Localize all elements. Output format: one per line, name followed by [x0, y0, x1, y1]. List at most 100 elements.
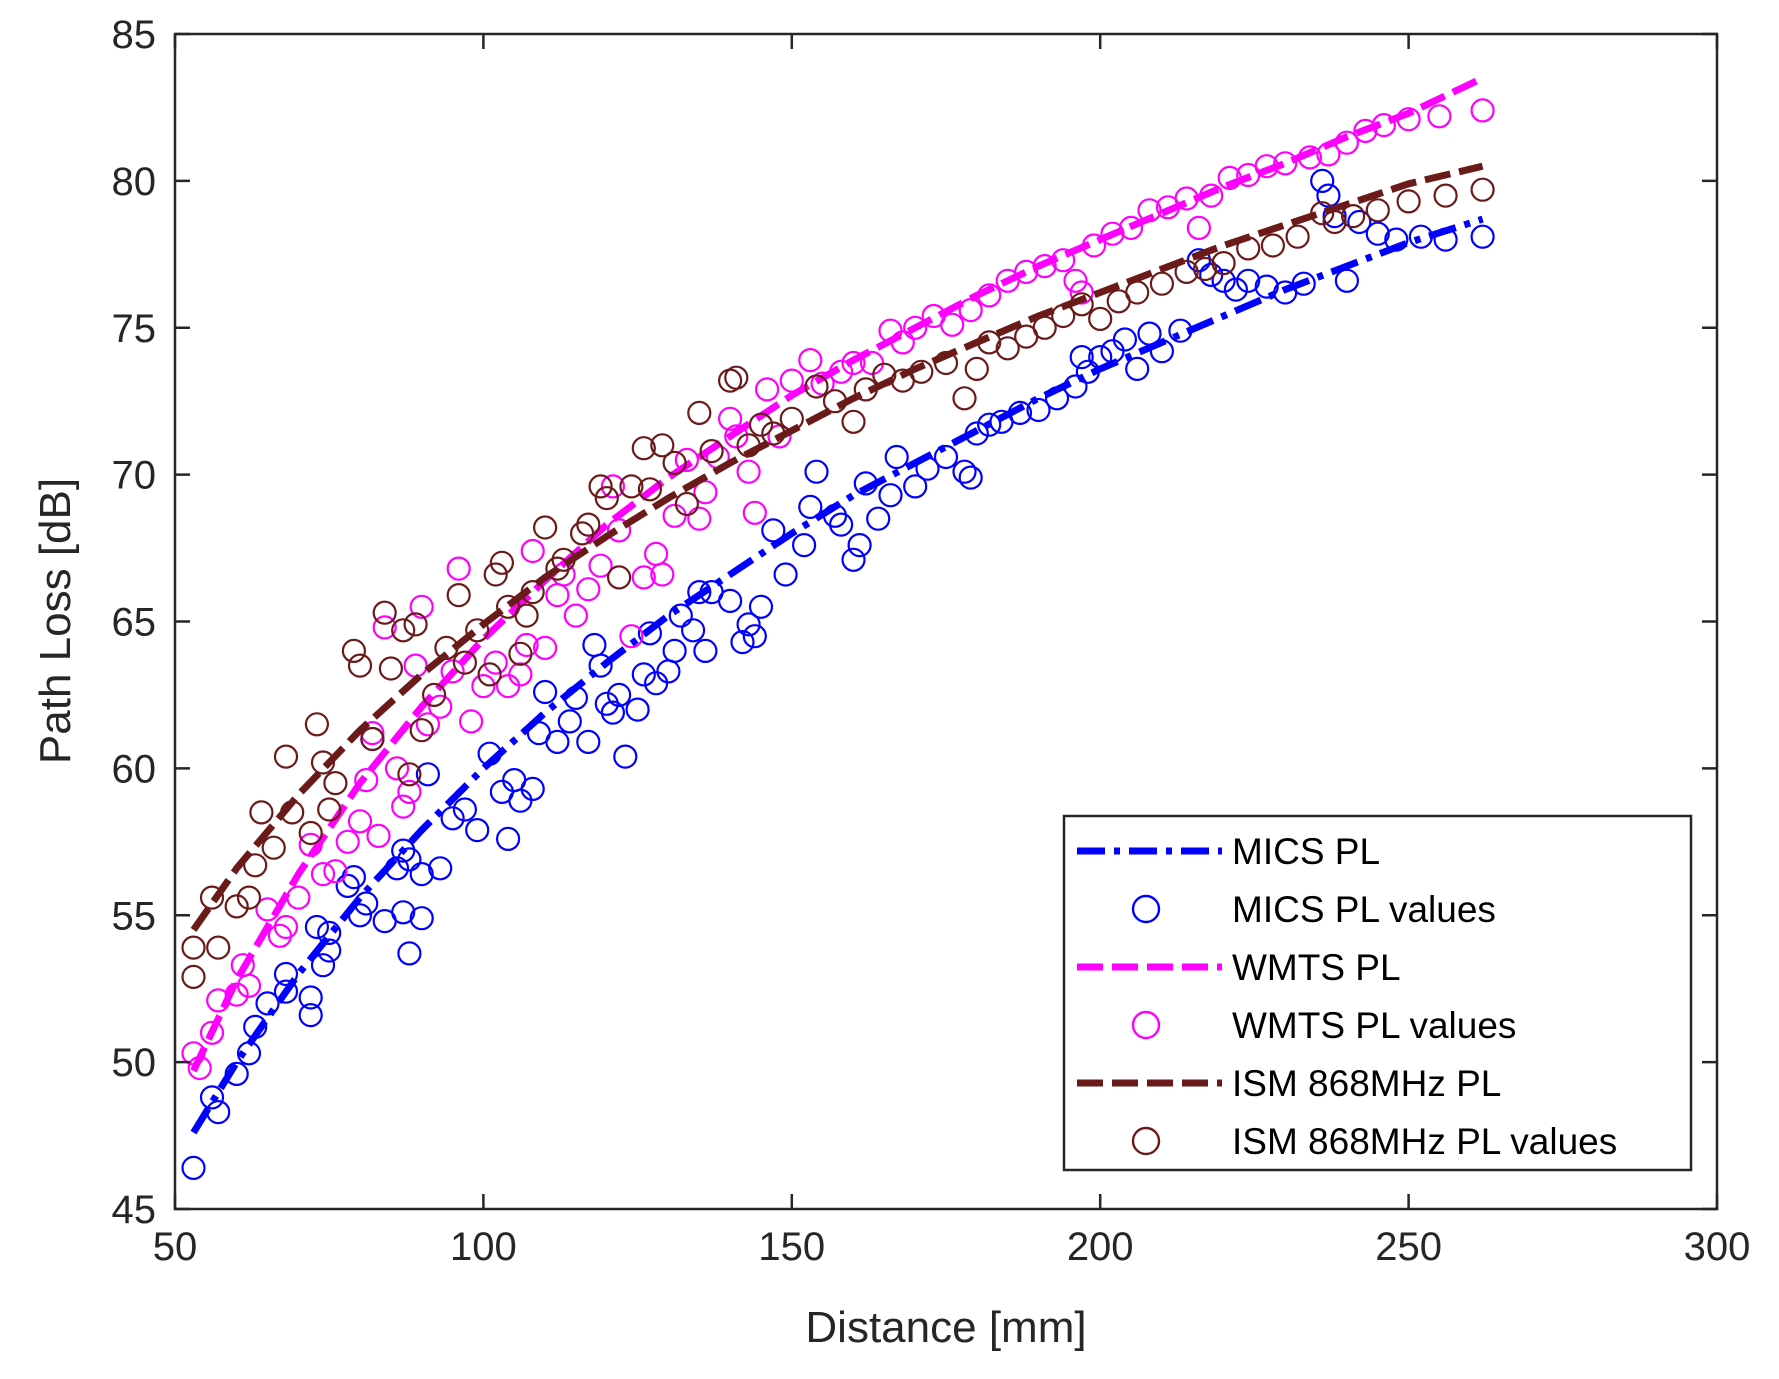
mics-pl-values-point: [804, 459, 829, 484]
ism-868mhz-pl-values-point: [483, 562, 508, 587]
ism-868mhz-pl-values-point: [199, 885, 225, 910]
ism-868mhz-pl-values-point: [588, 474, 613, 499]
mics-pl-values-point: [600, 700, 626, 725]
ism-868mhz-pl-values-point: [804, 374, 829, 399]
wmts-pl-values-point: [736, 459, 761, 484]
wmts-pl-values-point: [520, 538, 545, 564]
ism-868mhz-pl-values-point: [372, 600, 397, 625]
wmts-pl-values-point: [958, 298, 983, 323]
mics-pl-values-point: [687, 579, 712, 605]
wmts-pl-values-point: [563, 603, 589, 628]
mics-pl-values-point: [748, 594, 774, 619]
wmts-pl-values-point: [354, 767, 379, 793]
ism-868mhz-pl-values-point: [273, 744, 299, 769]
mics-pl-values-point: [952, 459, 977, 484]
mics-pl-values-point: [613, 744, 638, 769]
wmts-pl-values-point: [1470, 98, 1495, 123]
mics-pl-values-point: [317, 920, 342, 946]
ism-868mhz-pl-line: [190, 162, 1484, 932]
ism-868mhz-pl-values-point: [323, 770, 348, 796]
mics-pl-values-point: [625, 697, 650, 722]
mics-pl-values-point: [1075, 359, 1101, 384]
wmts-pl-values-point: [1217, 165, 1242, 190]
wmts-pl-values-point: [890, 330, 915, 355]
wmts-pl-values-point: [224, 982, 249, 1007]
wmts-pl-values-point: [372, 615, 397, 640]
wmts-pl-values-point: [1427, 104, 1452, 129]
mics-pl-values-point: [477, 741, 502, 766]
mics-pl-values-point: [557, 709, 582, 734]
ism-868mhz-pl-values-point: [736, 433, 761, 458]
wmts-pl-values-point: [619, 624, 644, 649]
wmts-pl-values-point: [397, 779, 422, 805]
mics-pl-values-point: [736, 612, 761, 637]
mics-pl-values-point: [310, 953, 336, 978]
wmts-pl-values-point: [255, 897, 280, 922]
ism-868mhz-pl-values-point: [317, 797, 342, 822]
ism-868mhz-pl-values-point: [551, 547, 576, 572]
wmts-pl-values-point: [409, 594, 434, 619]
ism-868mhz-pl-values-point: [489, 550, 514, 575]
mics-pl-values-point: [298, 985, 323, 1010]
y-tick-label: 55: [112, 894, 157, 938]
x-axis-title: Distance [mm]: [805, 1303, 1086, 1352]
ism-868mhz-pl-values-point: [576, 512, 601, 537]
wmts-pl-values-point: [1069, 280, 1094, 305]
mics-pl-values-point: [576, 729, 601, 755]
mics-pl-values-point: [397, 941, 422, 966]
ism-868mhz-pl-values-point: [995, 336, 1020, 361]
mics-pl-values-point: [742, 624, 767, 649]
wmts-pl-values-point: [1273, 151, 1298, 176]
legend-marker: [1131, 1010, 1161, 1040]
ism-868mhz-pl-values-point: [1285, 224, 1310, 249]
ism-868mhz-pl-values-point: [465, 618, 490, 643]
wmts-pl-values-point: [742, 500, 767, 525]
mics-pl-values-point: [730, 629, 755, 655]
wmts-pl-values-point: [415, 712, 440, 737]
mics-pl-values-point: [761, 518, 786, 543]
mics-pl-values-point: [798, 494, 823, 519]
wmts-pl-values-point: [940, 312, 965, 337]
ism-868mhz-pl-values-point: [181, 935, 206, 960]
ism-868mhz-pl-values-point: [1236, 236, 1261, 261]
wmts-pl-values-point: [1186, 215, 1212, 240]
wmts-pl-values-point: [754, 377, 780, 402]
ism-868mhz-pl-values-point: [699, 439, 724, 464]
mics-pl-values-point: [1470, 224, 1495, 249]
ism-868mhz-pl-values-point: [872, 362, 897, 387]
ism-868mhz-pl-values-point: [841, 409, 866, 434]
mics-pl-values-point: [255, 991, 280, 1016]
ism-868mhz-pl-values-point: [206, 935, 231, 960]
mics-pl-values-point: [224, 1061, 249, 1087]
wmts-pl-values-point: [1081, 233, 1107, 258]
wmts-pl-values-point: [286, 885, 311, 910]
ism-868mhz-pl-values-point: [853, 377, 878, 402]
wmts-pl-values-point: [717, 406, 743, 431]
mics-pl-values-point: [1334, 268, 1360, 293]
mics-pl-values-point: [496, 826, 521, 852]
y-tick-label: 45: [112, 1188, 157, 1232]
ism-868mhz-pl-values-point: [520, 579, 545, 605]
mics-pl-values-point: [1149, 339, 1175, 364]
wmts-pl-values-point: [310, 861, 336, 887]
ism-868mhz-pl-values-point: [1365, 198, 1390, 223]
wmts-pl-values-point: [674, 447, 700, 472]
ism-868mhz-pl-values-point: [1032, 315, 1057, 340]
ism-868mhz-pl-values-point: [1396, 189, 1421, 214]
ism-868mhz-pl-values-point: [977, 330, 1002, 355]
ism-868mhz-pl-values-point: [1260, 233, 1286, 258]
ism-868mhz-pl-values-point: [1433, 183, 1458, 208]
mics-pl-values-point: [1347, 209, 1372, 235]
wmts-pl-values-point: [1199, 183, 1224, 208]
ism-868mhz-pl-values-point: [1125, 280, 1150, 305]
ism-868mhz-pl-values-point: [1174, 259, 1199, 284]
wmts-pl-values-point: [199, 1020, 225, 1045]
mics-pl-values-point: [298, 1002, 323, 1028]
y-tick-label: 80: [112, 160, 157, 204]
ism-868mhz-pl-values-point: [477, 662, 502, 687]
mics-pl-values-point: [1026, 397, 1051, 423]
x-tick-label: 150: [758, 1225, 825, 1269]
ism-868mhz-pl-values-point: [1088, 306, 1113, 331]
mics-pl-values-point: [1211, 268, 1236, 293]
mics-pl-values-point: [199, 1085, 225, 1110]
